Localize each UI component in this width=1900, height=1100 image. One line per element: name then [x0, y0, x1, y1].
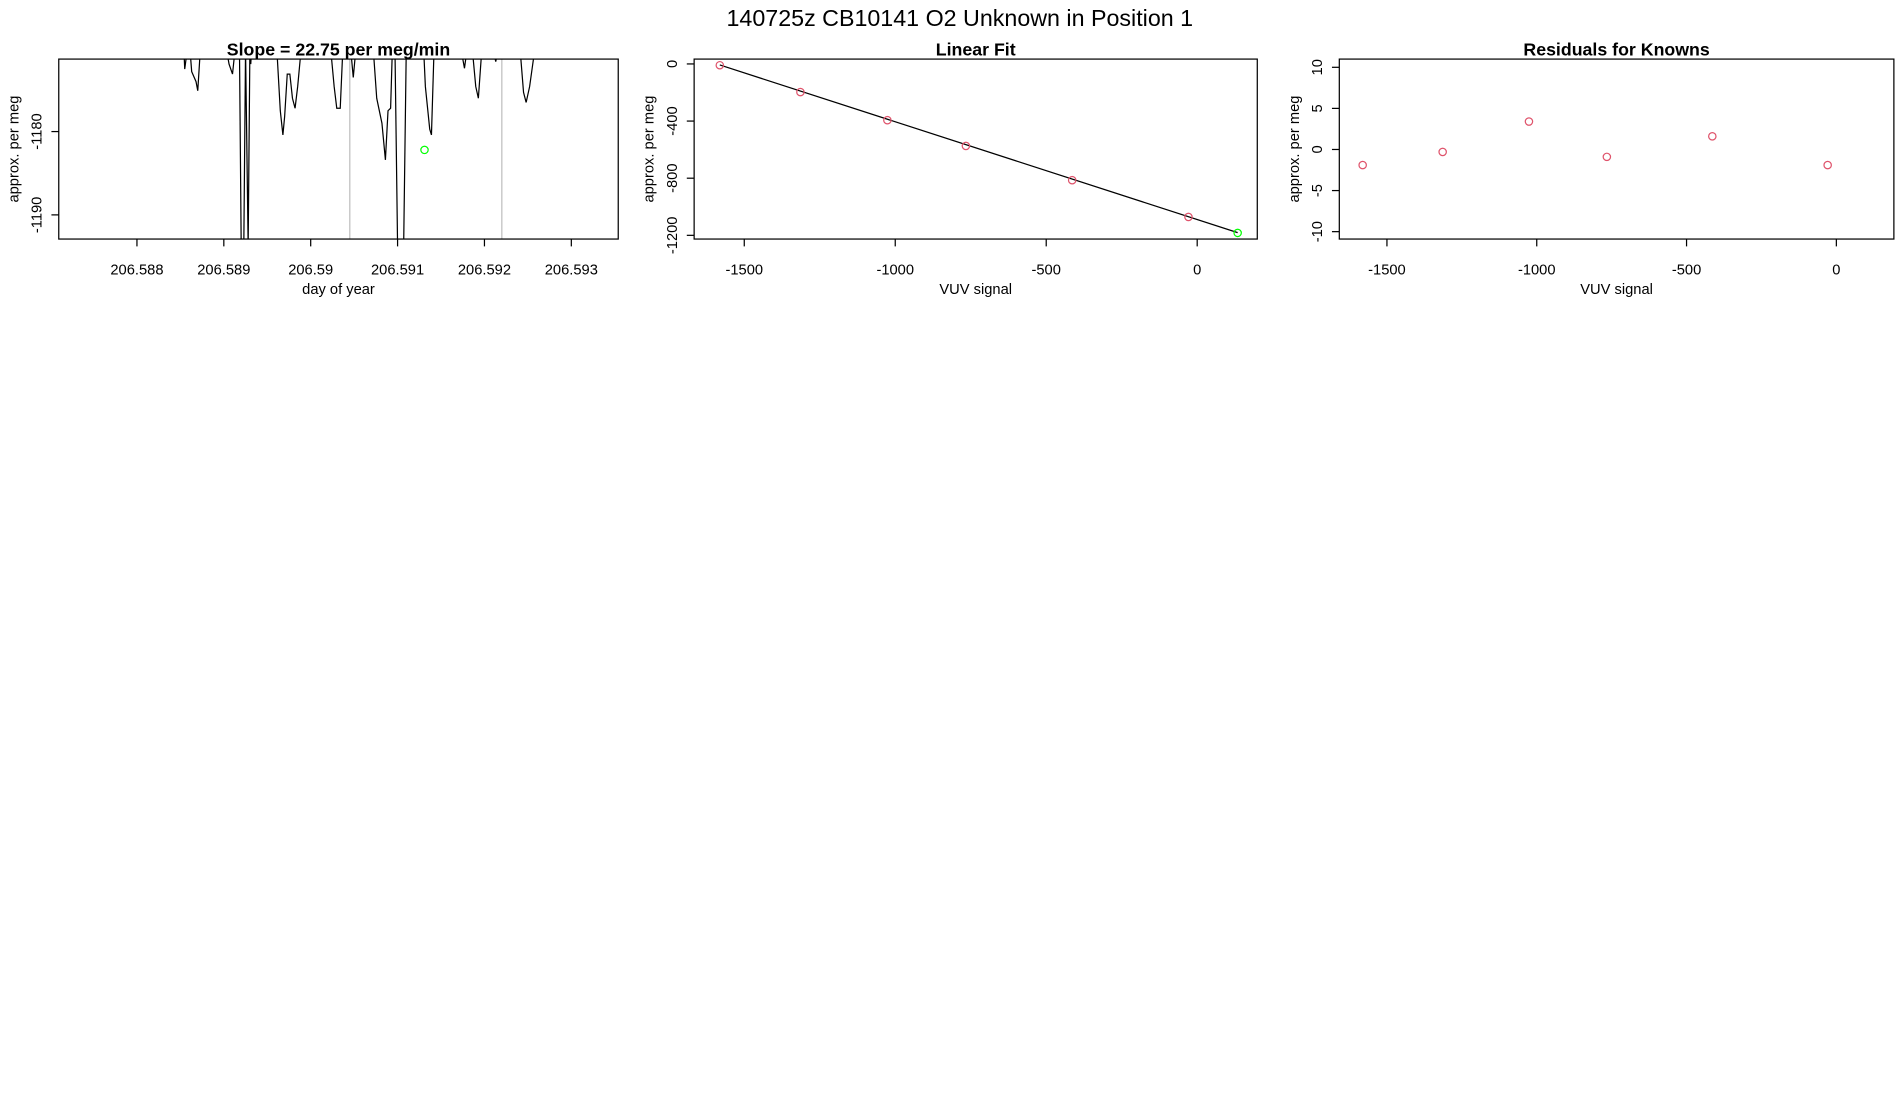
data-point	[1438, 147, 1447, 157]
x-axis-label: VUV signal	[1580, 282, 1653, 298]
x-tick-label: 206.588	[110, 263, 163, 279]
x-tick-label: 206.59	[288, 263, 333, 279]
y-tick-label: -1200	[665, 217, 681, 255]
x-tick-label: 206.592	[458, 263, 511, 279]
data-line	[719, 64, 1238, 234]
y-tick-label: -1190	[30, 197, 46, 233]
x-tick-label: 206.589	[197, 263, 250, 279]
data-point	[796, 87, 805, 97]
data-point	[1233, 228, 1242, 238]
x-tick-label: -1000	[1518, 263, 1556, 279]
x-tick-label: -500	[1672, 263, 1701, 279]
x-tick-label: 0	[1193, 263, 1201, 279]
y-tick-label: 5	[1310, 104, 1326, 112]
y-tick-label: -400	[665, 106, 681, 135]
y-tick-label: -1180	[30, 113, 46, 149]
data-point	[961, 141, 971, 151]
plot-area	[715, 60, 1242, 238]
x-tick-label: 206.593	[545, 263, 598, 279]
y-tick-label: -800	[665, 163, 681, 192]
plot-area	[1358, 117, 1832, 170]
y-tick-label: 0	[1310, 145, 1326, 153]
data-point	[883, 115, 892, 125]
x-tick-label: 0	[1832, 263, 1840, 279]
plot-frame	[693, 58, 1258, 240]
y-tick-label: -5	[1310, 184, 1326, 197]
y-axis-label: approx. per meg	[642, 96, 658, 203]
data-point	[715, 60, 725, 70]
y-axis-label: approx. per meg	[6, 96, 22, 203]
x-tick-label: -1000	[876, 263, 914, 279]
x-axis-label: VUV signal	[939, 282, 1012, 298]
data-point	[1358, 160, 1367, 170]
data-point	[1184, 212, 1193, 222]
y-axis-label: approx. per meg	[1287, 96, 1303, 203]
data-point	[1602, 152, 1612, 162]
x-axis-label: day of year	[302, 282, 375, 298]
plot-frame	[58, 58, 619, 240]
x-tick-label: -500	[1032, 263, 1061, 279]
y-tick-label: -10	[1310, 221, 1326, 242]
x-tick-label: -1500	[725, 263, 763, 279]
panel-title: Linear Fit	[936, 39, 1016, 59]
y-tick-label: 0	[665, 60, 681, 68]
data-line	[183, 59, 535, 240]
y-tick-label: 10	[1310, 59, 1326, 75]
figure-title: 140725z CB10141 O2 Unknown in Position 1	[726, 5, 1193, 31]
x-tick-label: 206.591	[371, 263, 424, 279]
data-point	[1067, 175, 1077, 185]
data-point	[420, 145, 429, 155]
x-tick-label: -1500	[1368, 263, 1406, 279]
data-point	[1708, 132, 1717, 141]
plot-frame	[1338, 58, 1895, 240]
panel-title: Slope = 22.75 per meg/min	[227, 39, 450, 59]
data-point	[1524, 117, 1534, 126]
data-point	[1823, 160, 1832, 170]
plot-area	[183, 59, 535, 240]
panel-title: Residuals for Knowns	[1523, 39, 1710, 59]
